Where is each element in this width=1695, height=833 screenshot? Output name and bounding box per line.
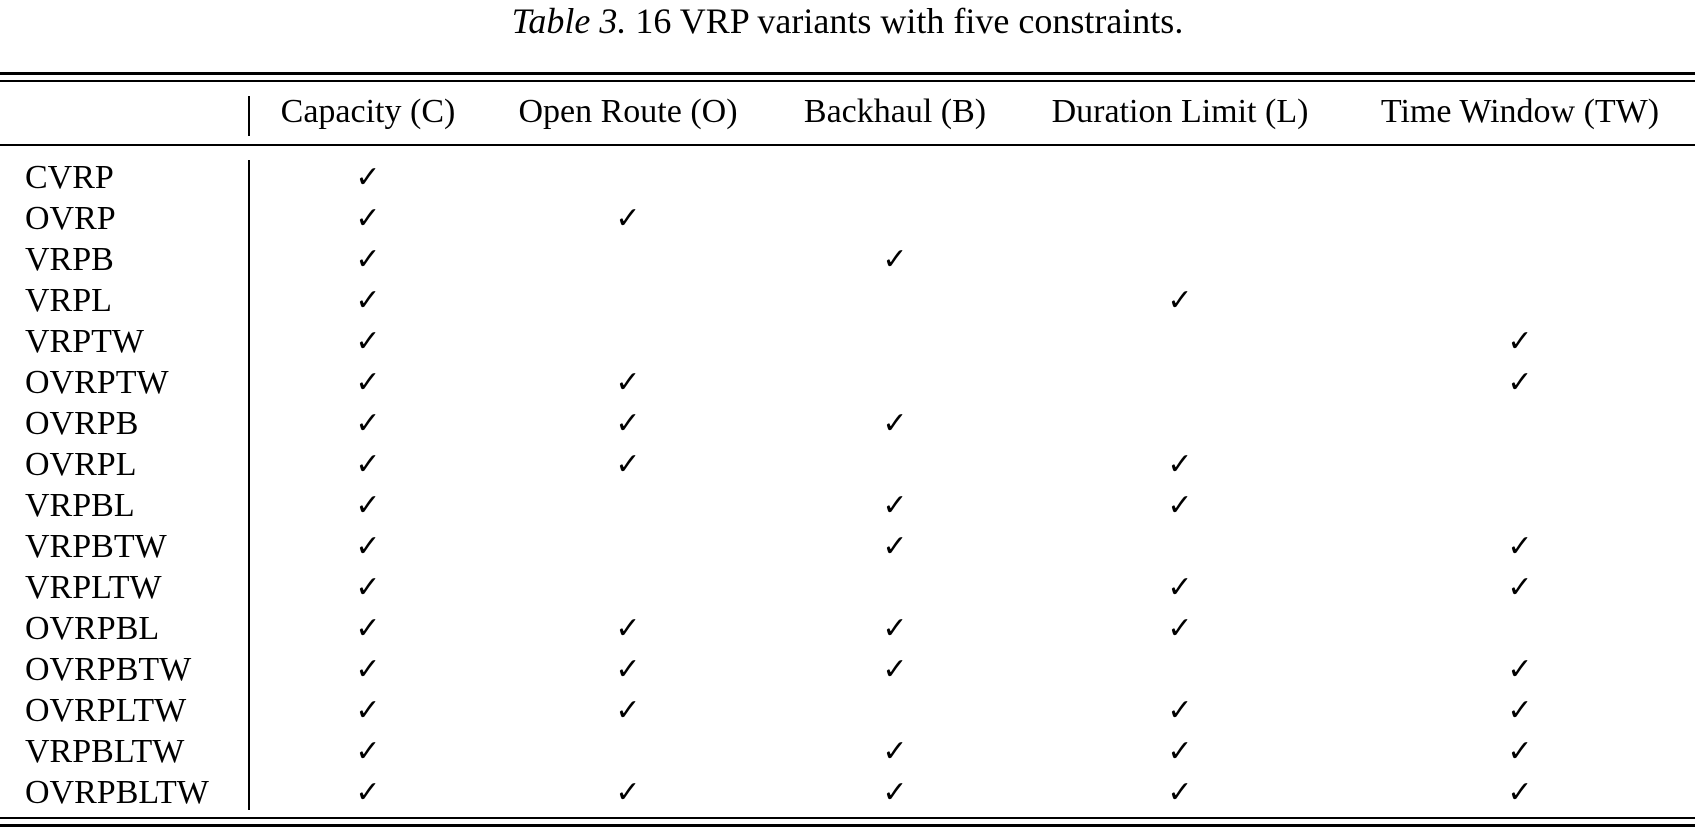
row-label: CVRP [25, 159, 114, 196]
checkmark-icon: ✓ [355, 693, 381, 728]
checkmark-icon: ✓ [355, 160, 381, 195]
checkmark-icon: ✓ [615, 693, 641, 728]
checkmark-icon: ✓ [1507, 324, 1533, 359]
checkmark-icon: ✓ [1167, 447, 1193, 482]
checkmark-icon: ✓ [1167, 488, 1193, 523]
row-label: VRPLTW [25, 569, 162, 606]
checkmark-icon: ✓ [882, 775, 908, 810]
checkmark-icon: ✓ [355, 242, 381, 277]
top-rule [0, 72, 1695, 75]
checkmark-icon: ✓ [355, 447, 381, 482]
row-label: OVRPTW [25, 364, 169, 401]
column-header: Duration Limit (L) [1051, 93, 1309, 130]
table-caption: Table 3. 16 VRP variants with five const… [0, 0, 1695, 42]
checkmark-icon: ✓ [1507, 570, 1533, 605]
checkmark-icon: ✓ [615, 406, 641, 441]
checkmark-icon: ✓ [1167, 570, 1193, 605]
checkmark-icon: ✓ [1167, 611, 1193, 646]
checkmark-icon: ✓ [1507, 529, 1533, 564]
checkmark-icon: ✓ [882, 529, 908, 564]
row-label: OVRPBLTW [25, 774, 209, 811]
bottom-rule [0, 824, 1695, 827]
checkmark-icon: ✓ [882, 611, 908, 646]
row-label: OVRPBL [25, 610, 160, 647]
checkmark-icon: ✓ [1507, 652, 1533, 687]
checkmark-icon: ✓ [882, 406, 908, 441]
checkmark-icon: ✓ [1167, 693, 1193, 728]
row-label: VRPTW [25, 323, 144, 360]
checkmark-icon: ✓ [355, 570, 381, 605]
checkmark-icon: ✓ [355, 324, 381, 359]
body-divider [248, 160, 250, 810]
row-label: OVRPLTW [25, 692, 187, 729]
table-caption-text: 16 VRP variants with five constraints. [626, 1, 1184, 41]
checkmark-icon: ✓ [1167, 283, 1193, 318]
row-label: VRPB [25, 241, 114, 278]
checkmark-icon: ✓ [355, 529, 381, 564]
row-label: VRPBTW [25, 528, 167, 565]
header-rule [0, 144, 1695, 146]
checkmark-icon: ✓ [355, 488, 381, 523]
checkmark-icon: ✓ [1507, 775, 1533, 810]
checkmark-icon: ✓ [615, 652, 641, 687]
column-header: Open Route (O) [518, 93, 738, 130]
checkmark-icon: ✓ [355, 734, 381, 769]
row-label: OVRP [25, 200, 116, 237]
checkmark-icon: ✓ [615, 447, 641, 482]
header-divider [248, 96, 250, 136]
checkmark-icon: ✓ [355, 201, 381, 236]
checkmark-icon: ✓ [882, 242, 908, 277]
checkmark-icon: ✓ [615, 365, 641, 400]
row-label: VRPL [25, 282, 112, 319]
row-label: OVRPB [25, 405, 139, 442]
table-caption-label: Table 3. [511, 1, 627, 41]
checkmark-icon: ✓ [882, 734, 908, 769]
checkmark-icon: ✓ [355, 365, 381, 400]
row-label: VRPBL [25, 487, 135, 524]
bottom-rule-inner [0, 817, 1695, 819]
row-label: VRPBLTW [25, 733, 185, 770]
checkmark-icon: ✓ [1167, 775, 1193, 810]
top-rule-inner [0, 80, 1695, 82]
checkmark-icon: ✓ [615, 775, 641, 810]
checkmark-icon: ✓ [615, 611, 641, 646]
checkmark-icon: ✓ [882, 652, 908, 687]
checkmark-icon: ✓ [1507, 365, 1533, 400]
checkmark-icon: ✓ [882, 488, 908, 523]
row-label: OVRPL [25, 446, 137, 483]
checkmark-icon: ✓ [1167, 734, 1193, 769]
checkmark-icon: ✓ [615, 201, 641, 236]
checkmark-icon: ✓ [1507, 693, 1533, 728]
row-label: OVRPBTW [25, 651, 192, 688]
checkmark-icon: ✓ [355, 775, 381, 810]
checkmark-icon: ✓ [355, 406, 381, 441]
checkmark-icon: ✓ [1507, 734, 1533, 769]
column-header: Capacity (C) [280, 93, 456, 130]
checkmark-icon: ✓ [355, 283, 381, 318]
checkmark-icon: ✓ [355, 611, 381, 646]
column-header: Time Window (TW) [1380, 93, 1660, 130]
checkmark-icon: ✓ [355, 652, 381, 687]
column-header: Backhaul (B) [803, 93, 987, 130]
